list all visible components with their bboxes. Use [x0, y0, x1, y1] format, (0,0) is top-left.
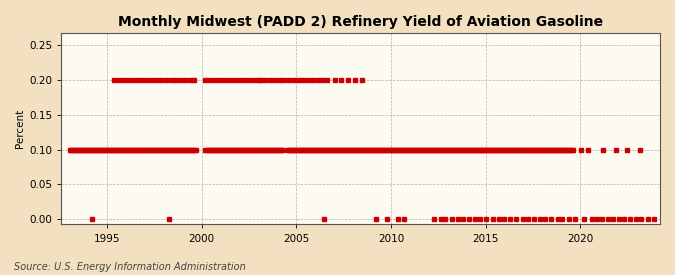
- Title: Monthly Midwest (PADD 2) Refinery Yield of Aviation Gasoline: Monthly Midwest (PADD 2) Refinery Yield …: [118, 15, 603, 29]
- Text: Source: U.S. Energy Information Administration: Source: U.S. Energy Information Administ…: [14, 262, 245, 272]
- Y-axis label: Percent: Percent: [15, 109, 25, 148]
